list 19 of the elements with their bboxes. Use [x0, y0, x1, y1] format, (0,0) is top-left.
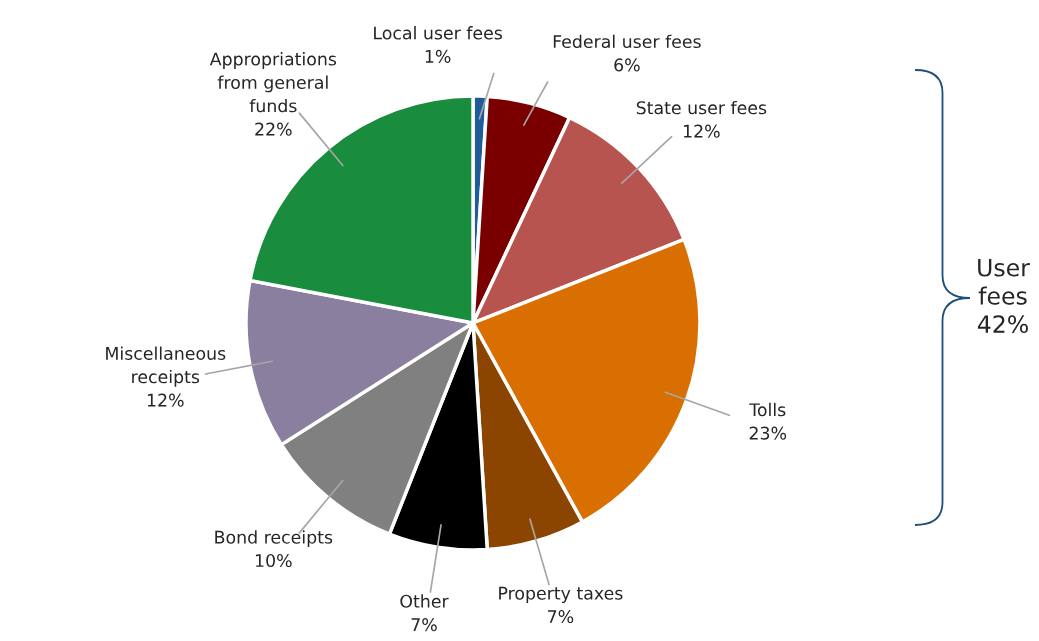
slice-label: Local user fees	[374, 26, 502, 40]
data-label: 10%	[255, 553, 292, 568]
data-label: 23%	[749, 426, 787, 440]
data-label: 7%	[548, 609, 574, 624]
data-label: 12%	[147, 393, 184, 407]
data-label: 12%	[683, 124, 720, 138]
slice-label: Bond receipts	[215, 530, 333, 548]
slice-label: Property taxes	[499, 586, 623, 604]
slice-label: State user fees	[636, 100, 767, 115]
slice-label: Federal user fees	[553, 34, 701, 49]
slice-label: Tolls	[749, 402, 786, 417]
data-label: 7%	[411, 618, 437, 632]
data-label: 22%	[255, 122, 292, 136]
slice-label: Appropriations from general funds	[209, 52, 337, 113]
data-label: 1%	[425, 49, 451, 63]
text: User fees 42%	[977, 259, 1030, 334]
slice-label: Other	[400, 594, 449, 608]
data-label: 6%	[614, 58, 640, 72]
slice-label: Miscellaneous receipts	[106, 346, 226, 387]
